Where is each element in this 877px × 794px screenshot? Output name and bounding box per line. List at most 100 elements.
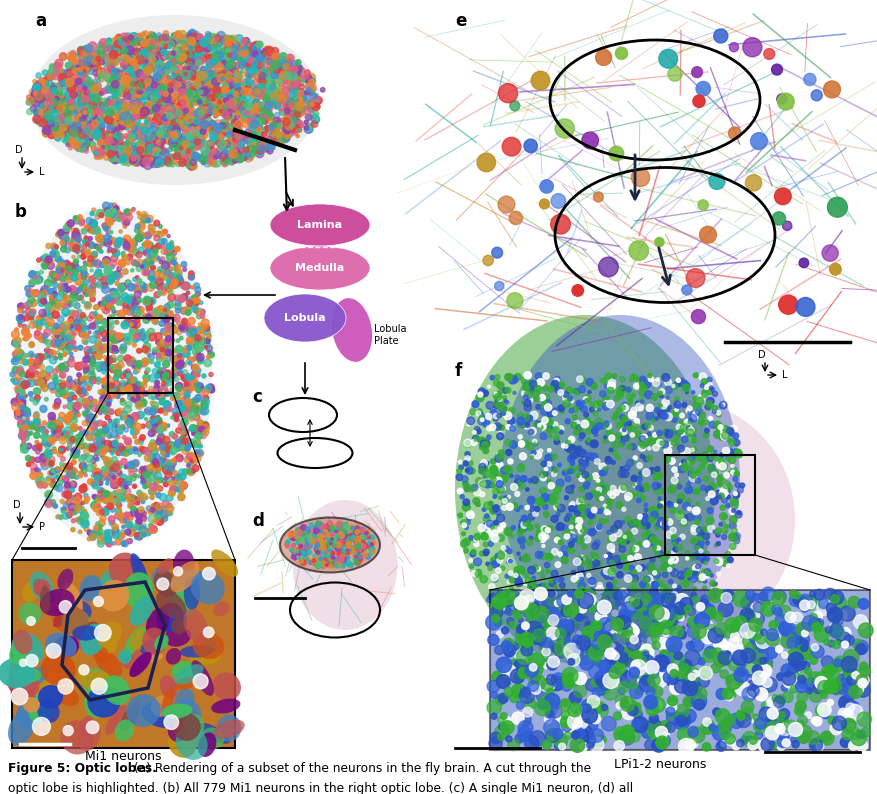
Circle shape [97,69,104,76]
Circle shape [844,635,854,646]
Circle shape [169,282,176,289]
Circle shape [646,525,650,528]
Circle shape [46,243,51,249]
Circle shape [235,54,240,60]
Circle shape [163,308,167,311]
Circle shape [743,612,750,619]
Circle shape [559,601,571,614]
Circle shape [87,90,90,93]
Circle shape [118,361,125,368]
Circle shape [90,127,98,135]
Circle shape [302,536,305,539]
Circle shape [218,41,223,45]
Circle shape [80,143,83,146]
Circle shape [256,60,265,68]
Circle shape [318,551,321,553]
Circle shape [70,488,75,492]
Circle shape [130,131,139,140]
Circle shape [290,83,295,87]
Circle shape [157,286,160,290]
Circle shape [53,404,58,410]
Circle shape [182,67,186,70]
Circle shape [156,425,164,433]
Circle shape [490,557,498,565]
Circle shape [699,666,712,680]
Circle shape [524,442,529,448]
Circle shape [120,156,126,162]
Circle shape [603,504,608,509]
Circle shape [514,597,526,609]
Circle shape [146,74,151,79]
Circle shape [641,488,645,491]
Circle shape [692,438,696,443]
Circle shape [128,133,135,141]
Circle shape [154,320,158,323]
Circle shape [163,125,169,130]
Circle shape [179,469,185,476]
Circle shape [253,99,258,105]
Circle shape [777,711,785,720]
Circle shape [96,447,102,453]
Circle shape [682,581,689,588]
Circle shape [510,484,517,491]
Circle shape [350,537,353,540]
Circle shape [245,84,251,91]
Circle shape [279,82,284,87]
Circle shape [507,618,514,625]
Circle shape [128,247,133,252]
Circle shape [59,515,62,519]
Circle shape [127,417,131,420]
Circle shape [68,412,74,417]
Circle shape [71,74,79,82]
Circle shape [82,140,90,147]
Circle shape [182,349,190,357]
Circle shape [542,638,553,648]
Circle shape [270,122,275,128]
Circle shape [595,594,601,599]
Circle shape [266,141,275,150]
Circle shape [236,67,239,71]
Circle shape [175,385,182,391]
Circle shape [270,85,275,91]
Circle shape [37,480,44,488]
Circle shape [222,113,226,118]
Circle shape [680,598,693,611]
Circle shape [118,74,123,79]
Circle shape [570,399,574,403]
Circle shape [821,692,827,699]
Circle shape [109,120,115,126]
Circle shape [103,536,111,544]
Circle shape [99,91,103,96]
Circle shape [120,399,126,405]
Circle shape [153,105,160,112]
Circle shape [792,673,807,688]
Circle shape [627,599,639,610]
Circle shape [656,603,660,606]
Circle shape [274,62,280,68]
Circle shape [98,390,103,395]
Circle shape [612,592,617,596]
Circle shape [75,129,82,136]
Circle shape [194,59,200,64]
Circle shape [830,264,841,275]
Circle shape [156,142,163,150]
Circle shape [605,642,610,646]
Circle shape [187,337,194,344]
Circle shape [730,516,737,524]
Circle shape [200,38,209,47]
Circle shape [68,466,71,470]
Circle shape [292,79,301,87]
Circle shape [238,140,245,147]
Circle shape [181,430,186,434]
Circle shape [91,355,94,359]
Circle shape [581,420,588,428]
Circle shape [171,366,177,372]
Circle shape [173,262,177,266]
Circle shape [293,110,300,117]
Circle shape [154,114,160,120]
Circle shape [581,526,587,534]
Circle shape [99,488,104,494]
Circle shape [92,274,98,279]
Circle shape [81,125,89,133]
Circle shape [799,663,807,671]
